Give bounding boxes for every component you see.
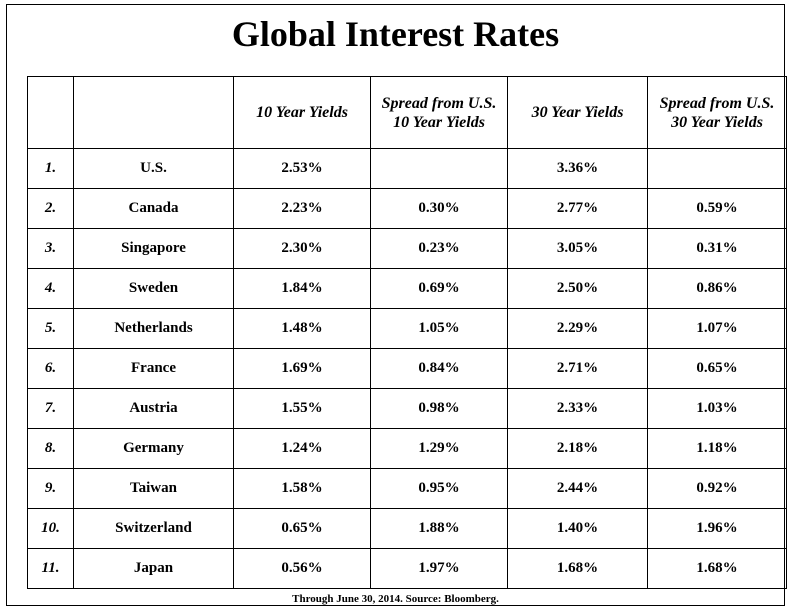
cell-spread-30-year: 0.59% [647,188,787,229]
cell-30-year-yield: 2.18% [507,428,648,469]
cell-spread-30-year: 1.96% [647,508,787,549]
cell-spread-30-year: 0.92% [647,468,787,509]
table-header-row: 10 Year Yields Spread from U.S. 10 Year … [27,76,787,149]
table-row: 6. France 1.69% 0.84% 2.71% 0.65% [27,348,787,389]
cell-rank: 9. [27,468,74,509]
header-spread-10-year: Spread from U.S. 10 Year Yields [370,76,508,149]
cell-10-year-yield: 1.69% [233,348,371,389]
cell-30-year-yield: 2.29% [507,308,648,349]
cell-country: France [73,348,234,389]
cell-spread-10-year: 0.30% [370,188,508,229]
header-rank [27,76,74,149]
cell-spread-10-year: 1.29% [370,428,508,469]
cell-30-year-yield: 2.50% [507,268,648,309]
cell-30-year-yield: 1.40% [507,508,648,549]
cell-spread-30-year [647,148,787,189]
cell-10-year-yield: 2.53% [233,148,371,189]
cell-rank: 1. [27,148,74,189]
cell-country: Germany [73,428,234,469]
cell-country: Switzerland [73,508,234,549]
cell-spread-10-year: 0.23% [370,228,508,269]
cell-spread-10-year: 0.95% [370,468,508,509]
cell-rank: 8. [27,428,74,469]
cell-spread-10-year: 1.97% [370,548,508,589]
cell-spread-10-year: 1.05% [370,308,508,349]
cell-country: Sweden [73,268,234,309]
table-row: 9. Taiwan 1.58% 0.95% 2.44% 0.92% [27,468,787,509]
cell-spread-10-year [370,148,508,189]
header-10-year-yields: 10 Year Yields [233,76,371,149]
cell-30-year-yield: 3.05% [507,228,648,269]
cell-country: Canada [73,188,234,229]
cell-30-year-yield: 2.77% [507,188,648,229]
table-row: 3. Singapore 2.30% 0.23% 3.05% 0.31% [27,228,787,269]
cell-country: Netherlands [73,308,234,349]
cell-30-year-yield: 3.36% [507,148,648,189]
cell-spread-30-year: 1.18% [647,428,787,469]
table-row: 1. U.S. 2.53% 3.36% [27,148,787,189]
header-30-year-yields: 30 Year Yields [507,76,648,149]
table-row: 5. Netherlands 1.48% 1.05% 2.29% 1.07% [27,308,787,349]
cell-country: Singapore [73,228,234,269]
cell-country: Japan [73,548,234,589]
cell-10-year-yield: 1.24% [233,428,371,469]
header-country [73,76,234,149]
cell-10-year-yield: 0.56% [233,548,371,589]
cell-spread-10-year: 1.88% [370,508,508,549]
cell-country: Taiwan [73,468,234,509]
cell-rank: 3. [27,228,74,269]
table-row: 11. Japan 0.56% 1.97% 1.68% 1.68% [27,548,787,589]
page-title: Global Interest Rates [231,14,560,54]
table-row: 8. Germany 1.24% 1.29% 2.18% 1.18% [27,428,787,469]
cell-rank: 11. [27,548,74,589]
cell-rank: 4. [27,268,74,309]
source-footnote: Through June 30, 2014. Source: Bloomberg… [292,593,499,605]
cell-10-year-yield: 1.58% [233,468,371,509]
table-row: 7. Austria 1.55% 0.98% 2.33% 1.03% [27,388,787,429]
cell-country: Austria [73,388,234,429]
table-row: 10. Switzerland 0.65% 1.88% 1.40% 1.96% [27,508,787,549]
cell-spread-30-year: 1.07% [647,308,787,349]
cell-30-year-yield: 2.71% [507,348,648,389]
header-spread-30-year: Spread from U.S. 30 Year Yields [647,76,787,149]
cell-10-year-yield: 1.84% [233,268,371,309]
cell-rank: 5. [27,308,74,349]
cell-spread-10-year: 0.84% [370,348,508,389]
cell-10-year-yield: 0.65% [233,508,371,549]
cell-30-year-yield: 2.44% [507,468,648,509]
cell-30-year-yield: 1.68% [507,548,648,589]
cell-spread-30-year: 0.31% [647,228,787,269]
table-row: 2. Canada 2.23% 0.30% 2.77% 0.59% [27,188,787,229]
cell-spread-30-year: 1.03% [647,388,787,429]
cell-rank: 2. [27,188,74,229]
cell-10-year-yield: 2.30% [233,228,371,269]
cell-30-year-yield: 2.33% [507,388,648,429]
cell-spread-30-year: 0.65% [647,348,787,389]
cell-10-year-yield: 2.23% [233,188,371,229]
cell-rank: 7. [27,388,74,429]
cell-spread-30-year: 0.86% [647,268,787,309]
cell-10-year-yield: 1.55% [233,388,371,429]
table-row: 4. Sweden 1.84% 0.69% 2.50% 0.86% [27,268,787,309]
cell-10-year-yield: 1.48% [233,308,371,349]
document-frame: Global Interest Rates 10 Year Yields Spr… [6,4,787,606]
table-body: 1. U.S. 2.53% 3.36% 2. Canada 2.23% 0.30% 2.77% 0… [27,148,787,589]
cell-spread-10-year: 0.69% [370,268,508,309]
cell-spread-30-year: 1.68% [647,548,787,589]
interest-rates-table: 10 Year Yields Spread from U.S. 10 Year … [27,76,787,589]
cell-rank: 10. [27,508,74,549]
cell-rank: 6. [27,348,74,389]
cell-country: U.S. [73,148,234,189]
cell-spread-10-year: 0.98% [370,388,508,429]
